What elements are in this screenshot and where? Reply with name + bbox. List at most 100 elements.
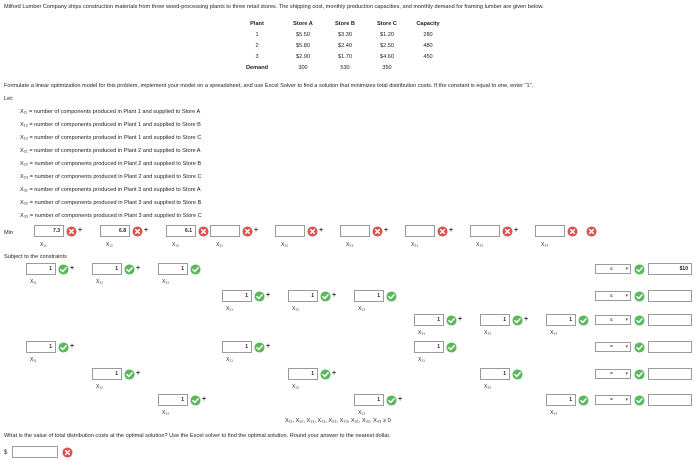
coefficient-input[interactable]: 1: [546, 314, 576, 326]
definition-item: X₁₂ = number of components produced in P…: [20, 122, 201, 128]
operator-value: ≤: [610, 293, 613, 299]
check-circle-icon: [634, 291, 645, 302]
check-circle-icon: [512, 315, 523, 326]
coefficient-input[interactable]: 1: [92, 263, 122, 275]
coefficient-input[interactable]: [470, 225, 500, 237]
header-plant: Plant: [250, 20, 264, 27]
variable-label: X₁₂: [96, 279, 103, 285]
cell: 530: [340, 64, 350, 71]
check-circle-icon: [578, 395, 589, 406]
variable-label: X₂₂: [292, 306, 300, 312]
coefficient-input[interactable]: 1: [222, 341, 252, 353]
cell: $2.50: [380, 42, 394, 49]
variable-label: X₃₂: [484, 384, 492, 390]
x-circle-icon: [66, 226, 77, 237]
coefficient-input[interactable]: 1: [414, 341, 444, 353]
operator-select[interactable]: ≤ ▾: [595, 315, 631, 325]
table-row: 2 $5.80 $2.40 $2.50 480: [232, 40, 448, 51]
header-store-c: Store C: [377, 20, 397, 27]
coefficient-input[interactable]: [648, 290, 692, 302]
coefficient-input[interactable]: 1: [26, 263, 56, 275]
check-circle-icon: [386, 395, 397, 406]
chevron-down-icon: ▾: [625, 397, 628, 403]
operator-select[interactable]: = ▾: [595, 342, 631, 352]
definition-item: X₁₁ = number of components produced in P…: [20, 109, 201, 115]
coefficient-input[interactable]: 1: [354, 290, 384, 302]
coefficient-input[interactable]: [648, 368, 692, 380]
cell: 280: [423, 31, 433, 38]
coefficient-input[interactable]: 1: [354, 394, 384, 406]
coefficient-input[interactable]: 7.3: [34, 225, 64, 237]
variable-label: X₁₃: [162, 410, 170, 416]
check-circle-icon: [578, 315, 589, 326]
coefficient-input[interactable]: 6.8: [100, 225, 130, 237]
variable-label: X₃₂: [484, 330, 492, 336]
question-text: What is the value of total distribution …: [4, 433, 391, 439]
check-circle-icon: [254, 342, 265, 353]
coefficient-input[interactable]: 1: [288, 290, 318, 302]
coefficient-input[interactable]: 1: [158, 394, 188, 406]
let-label: Let:: [4, 96, 14, 102]
subject-to-label: Subject to the constraints: [4, 254, 67, 260]
coefficient-input[interactable]: 1: [480, 368, 510, 380]
plus-sign: +: [254, 227, 259, 234]
coefficient-input[interactable]: 1: [158, 263, 188, 275]
operator-select[interactable]: ≤ ▾: [595, 264, 631, 274]
coefficient-input[interactable]: 6.1: [166, 225, 196, 237]
cell: $1.70: [338, 53, 352, 60]
variable-label: X₃₃: [541, 242, 549, 248]
cell: 1: [255, 31, 259, 38]
x-circle-icon: [437, 226, 448, 237]
variable-label: X₃₂: [476, 242, 484, 248]
operator-select[interactable]: = ▾: [595, 369, 631, 379]
check-circle-icon: [124, 369, 135, 380]
variable-label: X₃₁: [418, 330, 426, 336]
variable-label: X₁₁: [40, 242, 47, 248]
coefficient-input[interactable]: 1: [546, 394, 576, 406]
coefficient-input[interactable]: [648, 394, 692, 406]
coefficient-input[interactable]: 1: [414, 314, 444, 326]
operator-select[interactable]: = ▾: [595, 395, 631, 405]
check-circle-icon: [58, 342, 69, 353]
cell: $4.60: [380, 53, 394, 60]
coefficient-input[interactable]: 1: [480, 314, 510, 326]
coefficient-input[interactable]: $10: [648, 263, 692, 275]
cost-table: Plant Store A Store B Store C Capacity 1…: [232, 18, 448, 73]
plus-sign: +: [458, 316, 463, 323]
check-circle-icon: [634, 342, 645, 353]
operator-select[interactable]: ≤ ▾: [595, 291, 631, 301]
coefficient-input[interactable]: [405, 225, 435, 237]
header-store-a: Store A: [293, 20, 313, 27]
chevron-down-icon: ▾: [625, 317, 628, 323]
plus-sign: +: [202, 396, 207, 403]
coefficient-input[interactable]: [275, 225, 305, 237]
answer-input[interactable]: [12, 446, 58, 458]
cell: $5.50: [296, 31, 310, 38]
check-circle-icon: [58, 264, 69, 275]
coefficient-input[interactable]: [210, 225, 240, 237]
cell: [408, 62, 448, 73]
check-circle-icon: [190, 395, 201, 406]
operator-value: ≤: [610, 317, 613, 323]
header-capacity: Capacity: [416, 20, 440, 27]
coefficient-input[interactable]: [648, 314, 692, 326]
coefficient-input[interactable]: [535, 225, 565, 237]
coefficient-input[interactable]: 1: [26, 341, 56, 353]
coefficient-input[interactable]: [340, 225, 370, 237]
check-circle-icon: [446, 315, 457, 326]
plus-sign: +: [514, 227, 519, 234]
coefficient-input[interactable]: [648, 341, 692, 353]
header-store-b: Store B: [335, 20, 355, 27]
plus-sign: +: [449, 227, 454, 234]
table-row: 1 $5.50 $3.30 $1.20 280: [232, 29, 448, 40]
coefficient-input[interactable]: 1: [288, 368, 318, 380]
coefficient-input[interactable]: 1: [92, 368, 122, 380]
plus-sign: +: [319, 227, 324, 234]
variable-label: X₂₃: [358, 306, 366, 312]
variable-label: X₁₁: [30, 357, 37, 363]
x-circle-icon: [132, 226, 143, 237]
cell: $1.20: [380, 31, 394, 38]
cell: $2.40: [338, 42, 352, 49]
coefficient-input[interactable]: 1: [222, 290, 252, 302]
check-circle-icon: [320, 369, 331, 380]
